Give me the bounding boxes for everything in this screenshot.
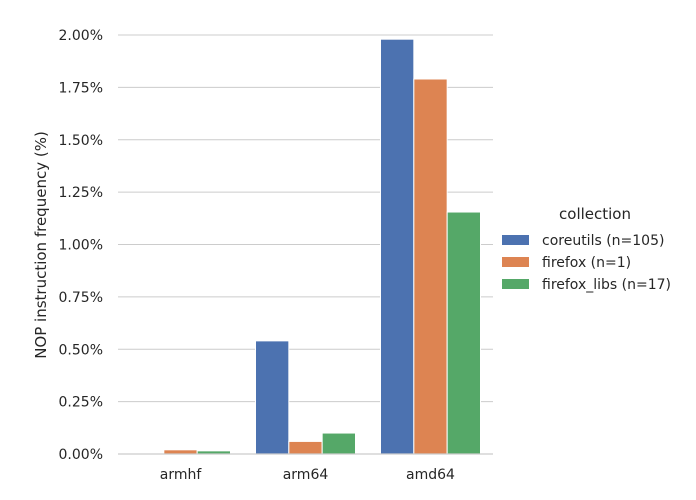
bar-amd64-1: [380, 38, 415, 455]
y-tick-label: 2.00%: [59, 28, 103, 44]
x-tick-label: amd64: [406, 467, 455, 483]
x-tick-label: armhf: [160, 467, 203, 483]
axes: 0.00% 0.25% 0.50% 0.75% 1.00% 1.25% 1.50% 1.75%…: [59, 28, 493, 483]
legend-swatch: [502, 257, 529, 267]
legend-label: coreutils (n=105): [542, 233, 664, 249]
legend-swatch: [502, 279, 529, 289]
y-tick-label: 0.75%: [59, 290, 103, 306]
legend-title: collection: [559, 205, 631, 223]
bar-amd64-2: [413, 78, 448, 455]
y-tick-label: 1.50%: [59, 133, 103, 149]
bar-arm64-2: [288, 440, 323, 455]
legend-label: firefox (n=1): [542, 255, 631, 271]
y-tick-label: 0.50%: [59, 342, 103, 358]
bar-amd64-3: [446, 211, 481, 455]
x-tick-label: arm64: [283, 467, 329, 483]
y-tick-label: 1.25%: [59, 185, 103, 201]
y-tick-label: 1.00%: [59, 238, 103, 254]
y-tick-label: 0.00%: [59, 447, 103, 463]
legend: collection coreutils (n=105) firefox (n=1…: [502, 205, 671, 293]
bars: [163, 38, 481, 455]
legend-swatch: [502, 235, 529, 245]
y-tick-label: 0.25%: [59, 395, 103, 411]
legend-label: firefox_libs (n=17): [542, 277, 671, 293]
gridlines: [118, 34, 493, 455]
y-axis-label: NOP instruction frequency (%): [32, 131, 50, 359]
bar-arm64-1: [255, 340, 290, 455]
bar-arm64-3: [321, 432, 356, 455]
bar-armhf-2: [163, 449, 198, 455]
y-tick-label: 1.75%: [59, 80, 103, 96]
